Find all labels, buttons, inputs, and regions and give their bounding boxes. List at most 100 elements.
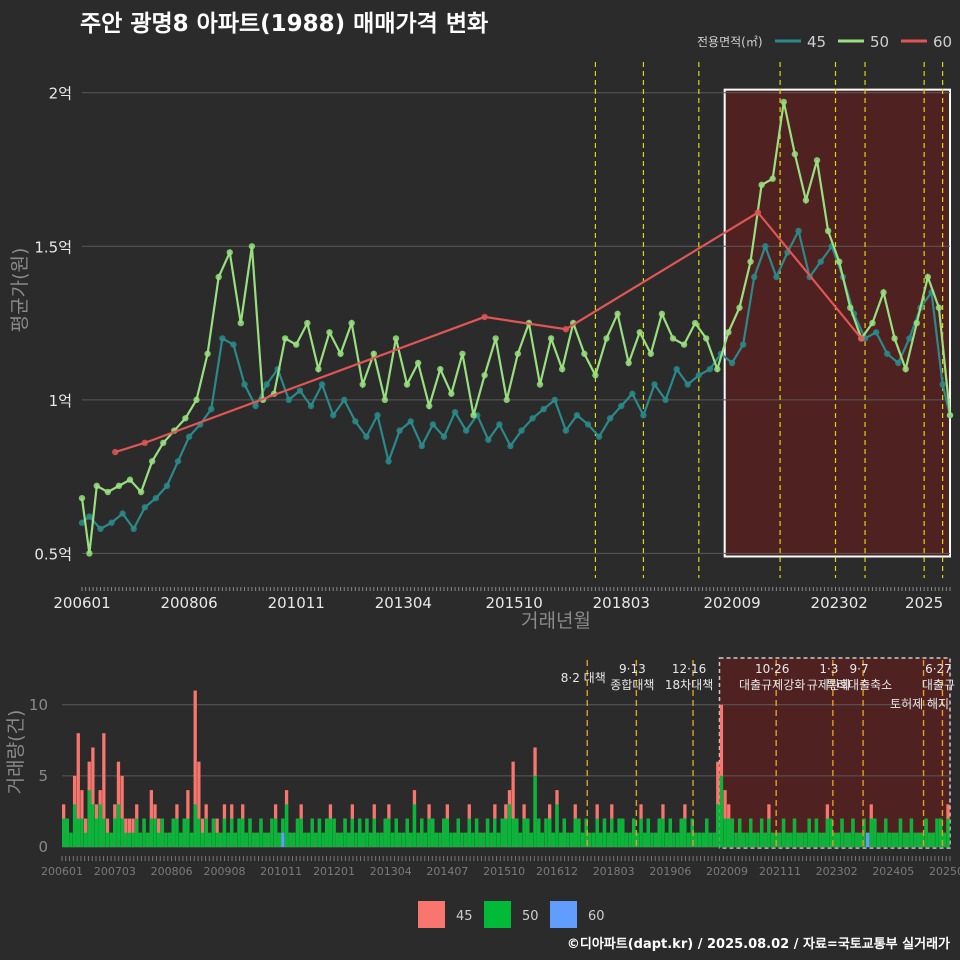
- bottom-x-tick-label: 201407: [426, 865, 468, 878]
- bottom-legend-label-45: 45: [456, 909, 473, 924]
- bar-50: [712, 832, 716, 847]
- bar-50: [241, 818, 245, 847]
- bar-50: [69, 832, 73, 847]
- bar-50: [405, 818, 409, 847]
- bar-50: [219, 832, 223, 847]
- bar-50: [288, 832, 292, 847]
- bar-50: [759, 818, 764, 847]
- bar-50: [398, 832, 402, 847]
- bar-50: [705, 818, 709, 847]
- x-tick-label: 2025: [905, 594, 943, 612]
- bar-50: [562, 818, 566, 847]
- bar-50: [317, 818, 322, 847]
- bar-50: [416, 832, 420, 847]
- bar-60: [865, 832, 870, 847]
- bar-50: [354, 832, 358, 847]
- bar-50: [818, 832, 822, 847]
- bar-50: [697, 832, 702, 847]
- bar-50: [211, 818, 216, 847]
- policy-annotation: 1·3: [819, 662, 838, 676]
- bar-50: [654, 832, 658, 847]
- bar-50: [295, 818, 300, 847]
- bar-50: [80, 818, 84, 847]
- bar-50: [931, 832, 936, 847]
- bar-50: [427, 818, 431, 847]
- bar-50: [500, 818, 504, 847]
- policy-annotation: 18차대책: [665, 677, 713, 692]
- bar-50: [153, 818, 157, 847]
- policy-annotation: 특례대출축소: [826, 678, 892, 692]
- x-axis-title: 거래년월: [521, 610, 591, 632]
- bar-50: [368, 832, 373, 847]
- bar-50: [880, 832, 884, 847]
- bar-50: [124, 832, 128, 847]
- bar-45: [197, 761, 201, 847]
- bottom-legend-label-50: 50: [522, 909, 539, 924]
- bar-50: [694, 832, 698, 847]
- bar-50: [135, 818, 139, 847]
- bar-50: [365, 818, 369, 847]
- bottom-y-tick-label: 0: [38, 838, 48, 856]
- bar-45: [102, 733, 106, 847]
- bar-50: [887, 832, 892, 847]
- bottom-legend-swatch-60: [550, 901, 577, 928]
- bar-50: [628, 832, 632, 847]
- bar-50: [792, 818, 797, 847]
- bar-50: [610, 818, 614, 847]
- bar-50: [606, 832, 610, 847]
- bar-50: [781, 818, 786, 847]
- x-tick-label: 201803: [593, 594, 650, 612]
- bar-50: [862, 818, 866, 847]
- bar-50: [252, 832, 256, 847]
- bottom-x-tick-label: 201510: [483, 865, 525, 878]
- bar-50: [131, 832, 135, 847]
- bar-50: [639, 818, 643, 847]
- bar-50: [394, 818, 398, 847]
- bar-60: [281, 832, 285, 847]
- bar-50: [913, 832, 917, 847]
- bar-50: [675, 832, 680, 847]
- bottom-x-tick-label: 201011: [260, 865, 302, 878]
- bar-50: [595, 818, 599, 847]
- bar-50: [727, 818, 731, 847]
- bottom-x-tick-label: 201906: [649, 865, 691, 878]
- bar-50: [580, 832, 585, 847]
- bar-50: [277, 832, 281, 847]
- policy-annotation: 12·16: [672, 662, 706, 676]
- bar-50: [825, 818, 830, 847]
- bar-50: [730, 818, 735, 847]
- bar-45: [91, 747, 95, 847]
- bar-50: [507, 804, 512, 847]
- x-tick-label: 202009: [703, 594, 760, 612]
- bar-50: [906, 832, 910, 847]
- bar-50: [613, 832, 618, 847]
- bottom-legend-swatch-50: [484, 901, 511, 928]
- bottom-x-tick-label: 201201: [313, 865, 355, 878]
- bar-50: [222, 818, 227, 847]
- series-50-point: [78, 494, 86, 502]
- bar-50: [248, 818, 252, 847]
- bar-50: [591, 832, 596, 847]
- bar-50: [197, 818, 201, 847]
- bar-50: [833, 832, 837, 847]
- bar-50: [292, 832, 296, 847]
- bar-50: [76, 818, 80, 847]
- bar-50: [120, 818, 124, 847]
- bar-50: [160, 818, 164, 847]
- bar-50: [924, 818, 928, 847]
- bar-50: [259, 818, 263, 847]
- bar-50: [262, 832, 267, 847]
- bar-50: [898, 818, 903, 847]
- bar-50: [178, 832, 183, 847]
- bar-50: [621, 818, 625, 847]
- bar-50: [526, 818, 530, 847]
- bottom-x-tick-label: 200806: [151, 865, 193, 878]
- bar-50: [482, 832, 486, 847]
- bottom-y-axis-title: 거래량(건): [5, 710, 27, 795]
- bar-50: [233, 832, 238, 847]
- bar-50: [182, 818, 186, 847]
- bar-50: [814, 818, 819, 847]
- bar-50: [540, 832, 545, 847]
- bar-50: [803, 832, 808, 847]
- bar-50: [361, 832, 365, 847]
